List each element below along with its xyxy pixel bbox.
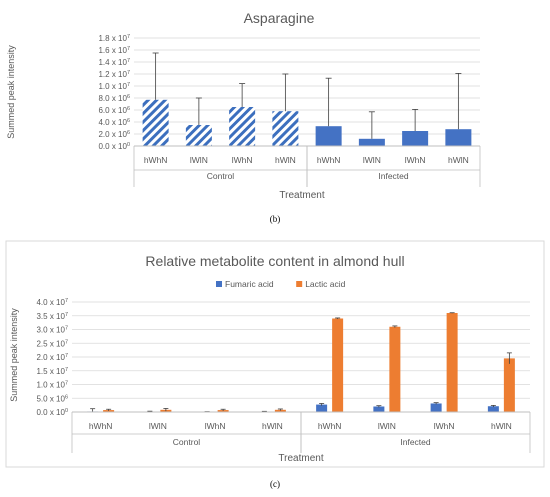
y-tick-label: 8.0 x 106 [98,94,130,103]
bar-lactic-acid [103,410,115,412]
x-tick-label: hWhN [144,155,168,165]
bar-fumaric-acid [373,406,385,412]
chart-c-frame [5,240,545,468]
x-tick-label: lWlN [149,421,167,431]
x-tick-label: lWlN [363,155,381,165]
y-tick-label: 2.0 x 107 [36,353,68,362]
y-tick-label: 2.5 x 107 [36,339,68,348]
group-label: Control [173,437,201,447]
y-tick-label: 4.0 x 107 [36,298,68,307]
chart-c-xlabel: Treatment [278,453,323,464]
x-tick-label: hWlN [275,155,296,165]
y-tick-label: 1.0 x 107 [98,82,130,91]
y-tick-label: 1.5 x 107 [36,367,68,376]
bar [315,126,342,146]
bar-lactic-acid [274,409,286,412]
y-tick-label: 1.4 x 107 [98,58,130,67]
legend-swatch [296,281,303,287]
bar-lactic-acid [332,318,344,412]
bar [358,138,385,146]
y-tick-label: 2.0 x 106 [98,130,130,139]
x-tick-label: hWhN [89,421,113,431]
chart-c-title: Relative metabolite content in almond hu… [145,253,404,269]
chart-b-x-axis: hWhN lWlN lWhN hWlN hWhN lWlN lWhN hWlN Control I… [133,145,481,187]
bar [142,99,169,146]
chart-b-y-axis: 0.0 x 100 2.0 x 106 4.0 x 106 6.0 x 106 8.0 … [98,34,130,151]
x-tick-label: lWhN [205,421,226,431]
y-tick-label: 1.2 x 107 [98,70,130,79]
x-tick-label: lWhN [434,421,455,431]
y-tick-label: 3.5 x 107 [36,312,68,321]
chart-b-title: Asparagine [244,10,315,26]
chart-c-x-axis: hWhN lWlN lWhN hWlN hWhN lWlN lWhN hWlN Control I… [71,411,531,453]
group-label: Infected [378,171,409,181]
chart-b: Asparagine Summed peak intensity 0.0 x 1… [6,10,481,224]
y-tick-label: 3.0 x 107 [36,326,68,335]
chart-c-legend: Fumaric acid Lactic acid [216,279,346,289]
bar [402,131,429,146]
bar [185,125,212,146]
bar [272,111,299,146]
x-tick-label: hWlN [262,421,283,431]
bar-fumaric-acid [430,403,442,412]
y-tick-label: 1.0 x 107 [36,381,68,390]
bar-fumaric-acid [316,404,328,412]
bar-lactic-acid [217,410,229,412]
y-tick-label: 5.0 x 106 [36,394,68,403]
chart-b-ylabel: Summed peak intensity [6,45,16,139]
x-tick-label: hWlN [448,155,469,165]
bar-fumaric-acid [487,406,499,412]
bar-lactic-acid [503,358,515,412]
bar [445,129,472,146]
y-tick-label: 4.0 x 106 [98,118,130,127]
y-tick-label: 0.0 x 100 [36,408,68,417]
x-tick-label: lWlN [378,421,396,431]
x-tick-label: hWlN [491,421,512,431]
x-tick-label: lWhN [405,155,426,165]
x-tick-label: hWhN [318,421,342,431]
chart-c-bars [87,312,515,413]
chart-b-bars [142,52,472,146]
y-tick-label: 1.8 x 107 [98,34,130,43]
y-tick-label: 1.6 x 107 [98,46,130,55]
bar [229,107,256,146]
bar-lactic-acid [446,313,458,412]
x-tick-label: hWhN [317,155,341,165]
chart-b-xlabel: Treatment [279,190,324,201]
group-label: Control [207,171,235,181]
chart-c-y-axis: 0.0 x 100 5.0 x 106 1.0 x 107 1.5 x 107 2.0 … [36,298,68,417]
legend-label: Fumaric acid [225,279,274,289]
y-tick-label: 6.0 x 106 [98,106,130,115]
chart-c-caption: (c) [270,479,280,489]
y-tick-label: 0.0 x 100 [98,142,130,151]
chart-c: Relative metabolite content in almond hu… [9,253,531,489]
legend-label: Lactic acid [305,279,345,289]
chart-b-caption: (b) [270,214,281,224]
x-tick-label: lWlN [190,155,208,165]
group-label: Infected [400,437,431,447]
bar-lactic-acid [389,326,401,412]
legend-swatch [216,281,222,287]
x-tick-label: lWhN [232,155,253,165]
chart-c-ylabel: Summed peak intensity [9,308,19,402]
